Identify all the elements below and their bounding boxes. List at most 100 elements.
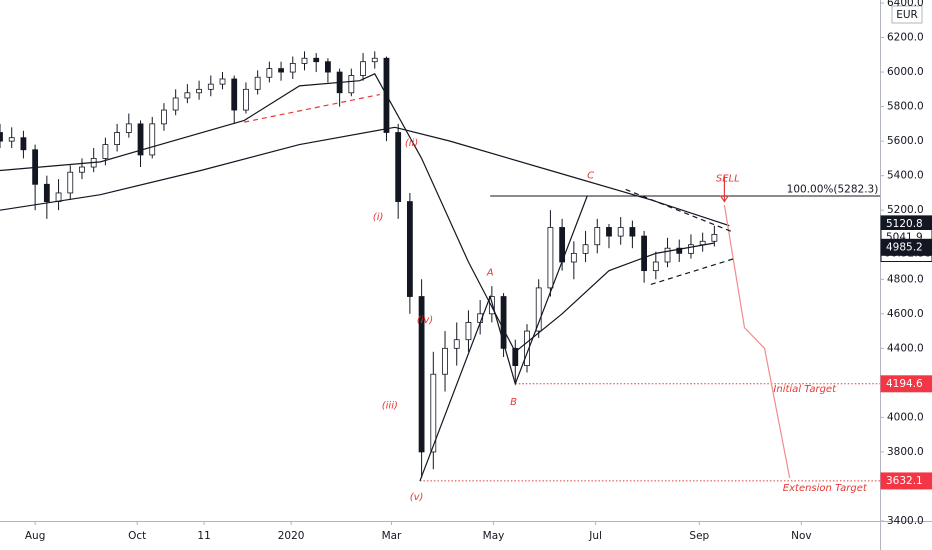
y-tick-label: 5200.0 xyxy=(887,204,924,216)
plot-area: (i) (ii) (iii) (iv) (v) A B C SELL Initial Target… xyxy=(0,51,880,503)
line xyxy=(419,195,588,482)
line xyxy=(625,188,735,234)
candle-body xyxy=(442,347,448,375)
y-tick-label: 4000.0 xyxy=(887,411,924,423)
y-tick-label: 6200.0 xyxy=(887,32,924,44)
candle-body xyxy=(453,339,460,349)
candle-body xyxy=(641,235,648,272)
line xyxy=(0,126,730,227)
y-tick-label: 4600.0 xyxy=(887,308,924,320)
y-tick-label: 3400.0 xyxy=(887,515,924,527)
x-tick-label: Mar xyxy=(382,530,402,542)
candle-body xyxy=(500,296,507,349)
y-tick-label: 6000.0 xyxy=(887,66,924,78)
price-tag-label: 5120.8 xyxy=(886,218,923,230)
annotation: A xyxy=(486,267,494,278)
candle-body xyxy=(67,171,74,194)
candle-body xyxy=(102,144,109,159)
candle-body xyxy=(114,132,121,145)
x-tick-label: Sep xyxy=(689,530,709,542)
annotation: Initial Target xyxy=(773,384,837,395)
x-tick-label: Aug xyxy=(25,530,46,542)
y-tick-label: 4400.0 xyxy=(887,342,924,354)
x-tick-label: Jul xyxy=(588,530,602,542)
candle-body xyxy=(688,244,694,254)
candle-body xyxy=(652,261,659,272)
candle-body xyxy=(125,123,132,133)
annotation: (i) xyxy=(373,212,384,223)
price-tag-label: 3632.1 xyxy=(886,475,923,487)
candle-body xyxy=(0,132,3,142)
candle-body xyxy=(231,78,238,111)
candle-body xyxy=(137,123,144,156)
y-tick-label: 5400.0 xyxy=(887,170,924,182)
candle-body xyxy=(149,123,156,156)
candle-body xyxy=(79,166,85,173)
candle-body xyxy=(418,296,425,453)
y-unit: EUR xyxy=(896,9,918,21)
price-tag xyxy=(880,472,932,490)
candle-body xyxy=(43,183,50,202)
candle-body xyxy=(606,227,612,237)
candle-body xyxy=(617,227,624,237)
price-tag-label: 4985.2 xyxy=(886,241,923,253)
candle-body xyxy=(301,57,308,64)
candle-body xyxy=(184,92,191,99)
line xyxy=(0,73,715,353)
unit-box xyxy=(891,5,923,24)
candle-body xyxy=(360,61,366,76)
candle-body xyxy=(488,296,495,315)
annotation: Extension Target xyxy=(783,483,868,494)
candle-body xyxy=(535,287,542,332)
candle-body xyxy=(582,244,589,254)
annotation: SELL xyxy=(716,173,740,184)
candle-body xyxy=(243,88,249,111)
candle-body xyxy=(711,233,718,242)
candle-body xyxy=(254,76,261,90)
annotation: (iv) xyxy=(417,315,434,326)
candle-body xyxy=(570,252,577,263)
candle-body xyxy=(278,68,284,73)
y-tick-label: 3800.0 xyxy=(887,446,924,458)
candle-body xyxy=(676,247,683,254)
x-tick-label: Oct xyxy=(128,530,146,542)
candle-body xyxy=(547,227,554,289)
candle-body xyxy=(430,373,437,453)
candle-body xyxy=(395,132,402,202)
candle-body xyxy=(161,109,167,125)
sell-arrowhead xyxy=(719,195,729,203)
y-tick-label: 5800.0 xyxy=(887,101,924,113)
candle-body xyxy=(289,63,296,73)
annotation: (iii) xyxy=(382,400,398,411)
annotation: C xyxy=(587,171,594,182)
candle-body xyxy=(325,61,331,73)
candle-body xyxy=(172,97,179,111)
x-tick-label: 2020 xyxy=(278,530,305,542)
candle-body xyxy=(266,68,273,78)
candle-body xyxy=(594,227,601,246)
candle-body xyxy=(219,78,226,85)
y-tick-label: 5600.0 xyxy=(887,135,924,147)
x-tick-label: May xyxy=(483,530,505,542)
y-tick-label: 4800.0 xyxy=(887,273,924,285)
candle-body xyxy=(512,347,519,367)
candle-body xyxy=(313,57,320,63)
candle-body xyxy=(348,75,355,94)
candle-body xyxy=(664,247,671,263)
x-tick-label: 11 xyxy=(197,530,210,542)
line xyxy=(723,204,791,478)
candle-body xyxy=(629,227,636,237)
annotation: (ii) xyxy=(405,138,418,149)
candle-body xyxy=(207,83,214,90)
price-tag-label: 4194.6 xyxy=(886,378,923,390)
candle-body xyxy=(20,137,27,151)
x-tick-label: Nov xyxy=(791,530,812,542)
candle-body xyxy=(465,322,472,341)
candle-body xyxy=(371,57,378,63)
candle-body xyxy=(8,137,15,142)
annotation: 100.00%(5282.3) xyxy=(787,183,879,195)
price-tag xyxy=(880,375,932,393)
y-tick-label: 6400.0 xyxy=(887,0,924,9)
